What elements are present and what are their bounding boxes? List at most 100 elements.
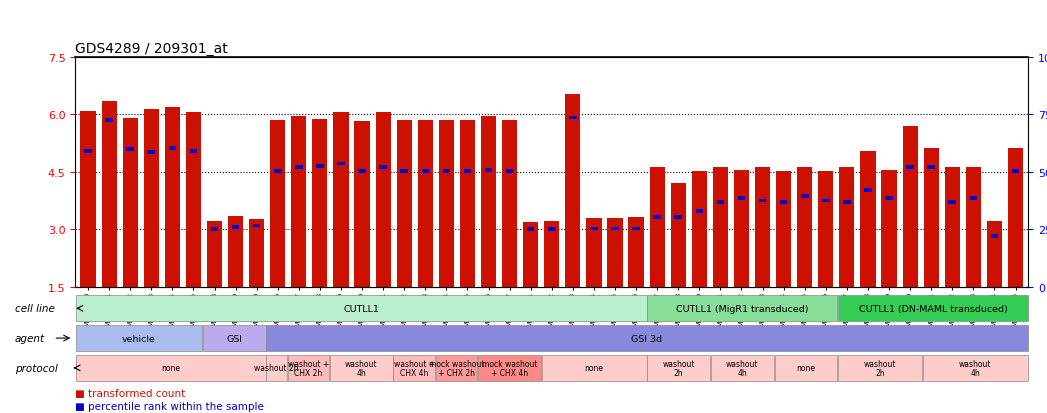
Bar <box>443 170 450 173</box>
Bar <box>337 162 344 166</box>
Bar <box>818 172 833 287</box>
Bar <box>843 200 850 204</box>
Bar <box>295 166 303 170</box>
Bar <box>312 120 328 287</box>
Text: vehicle: vehicle <box>121 334 156 343</box>
Bar <box>544 221 559 287</box>
Bar <box>987 221 1002 287</box>
Bar <box>607 218 623 287</box>
Bar <box>674 216 682 219</box>
Bar <box>797 167 812 287</box>
Bar <box>944 168 960 287</box>
Bar <box>355 122 370 287</box>
Bar <box>903 127 918 287</box>
Bar <box>692 172 707 287</box>
Bar <box>274 170 282 173</box>
Bar <box>653 216 661 219</box>
Text: protocol: protocol <box>15 363 58 373</box>
Bar <box>990 235 998 239</box>
Bar <box>527 228 534 232</box>
Text: washout
2h: washout 2h <box>663 358 695 377</box>
Bar <box>231 226 240 230</box>
Bar <box>565 95 580 287</box>
Text: ■ percentile rank within the sample: ■ percentile rank within the sample <box>75 401 264 411</box>
Bar <box>713 167 728 287</box>
Bar <box>776 172 792 287</box>
Text: none: none <box>797 363 816 373</box>
Bar <box>923 149 939 287</box>
Text: mock washout
+ CHX 4h: mock washout + CHX 4h <box>482 358 537 377</box>
Text: washout
4h: washout 4h <box>959 358 992 377</box>
Text: washout
2h: washout 2h <box>864 358 896 377</box>
Bar <box>185 113 201 287</box>
Bar <box>506 170 513 173</box>
Text: ■ transformed count: ■ transformed count <box>75 389 185 399</box>
Bar <box>780 200 787 204</box>
Bar <box>439 121 454 287</box>
Bar <box>524 222 538 287</box>
Bar <box>422 170 429 173</box>
Bar <box>485 169 492 173</box>
Bar <box>84 150 92 153</box>
Text: none: none <box>584 363 604 373</box>
Bar <box>102 102 116 287</box>
Bar <box>649 168 665 287</box>
Bar <box>81 112 95 287</box>
Bar <box>861 152 875 287</box>
Bar <box>734 171 749 287</box>
Bar <box>397 121 411 287</box>
Bar <box>1008 149 1023 287</box>
Bar <box>228 216 243 287</box>
Text: GDS4289 / 209301_at: GDS4289 / 209301_at <box>75 41 228 55</box>
Bar <box>502 121 517 287</box>
Bar <box>864 189 872 193</box>
Text: agent: agent <box>15 333 45 343</box>
Bar <box>270 121 286 287</box>
Bar <box>358 170 365 173</box>
Bar <box>801 194 808 198</box>
Bar <box>591 227 598 231</box>
Bar <box>949 200 956 204</box>
Bar <box>127 147 134 152</box>
Bar <box>907 166 914 170</box>
Bar <box>928 166 935 170</box>
Bar <box>169 147 176 151</box>
Bar <box>210 228 218 232</box>
Text: washout +
CHX 4h: washout + CHX 4h <box>394 358 435 377</box>
Bar <box>759 199 766 203</box>
Text: cell line: cell line <box>15 304 54 313</box>
Bar <box>291 117 307 287</box>
Bar <box>400 170 408 173</box>
Bar <box>207 221 222 287</box>
Text: mock washout
+ CHX 2h: mock washout + CHX 2h <box>428 358 485 377</box>
Bar <box>106 119 113 123</box>
Bar <box>738 197 745 200</box>
Bar <box>586 218 602 287</box>
Bar <box>632 227 640 231</box>
Bar <box>190 150 197 153</box>
Bar <box>695 209 704 213</box>
Bar <box>570 116 577 120</box>
Text: CUTLL1: CUTLL1 <box>343 304 379 313</box>
Bar <box>333 113 349 287</box>
Bar <box>379 166 387 170</box>
Bar <box>481 117 496 287</box>
Bar <box>970 197 977 200</box>
Bar <box>122 119 138 287</box>
Text: GSI 3d: GSI 3d <box>631 334 663 343</box>
Bar <box>671 183 686 287</box>
Bar <box>316 165 324 169</box>
Bar <box>418 121 432 287</box>
Bar <box>548 228 556 232</box>
Bar <box>460 121 475 287</box>
Bar <box>882 171 896 287</box>
Text: washout
4h: washout 4h <box>344 358 378 377</box>
Text: GSI: GSI <box>226 334 242 343</box>
Text: CUTLL1 (DN-MAML transduced): CUTLL1 (DN-MAML transduced) <box>859 304 1007 313</box>
Bar <box>965 168 981 287</box>
Bar <box>840 168 854 287</box>
Text: washout +
CHX 2h: washout + CHX 2h <box>288 358 329 377</box>
Bar <box>822 199 829 203</box>
Bar <box>716 200 725 204</box>
Text: CUTLL1 (MigR1 transduced): CUTLL1 (MigR1 transduced) <box>676 304 808 313</box>
